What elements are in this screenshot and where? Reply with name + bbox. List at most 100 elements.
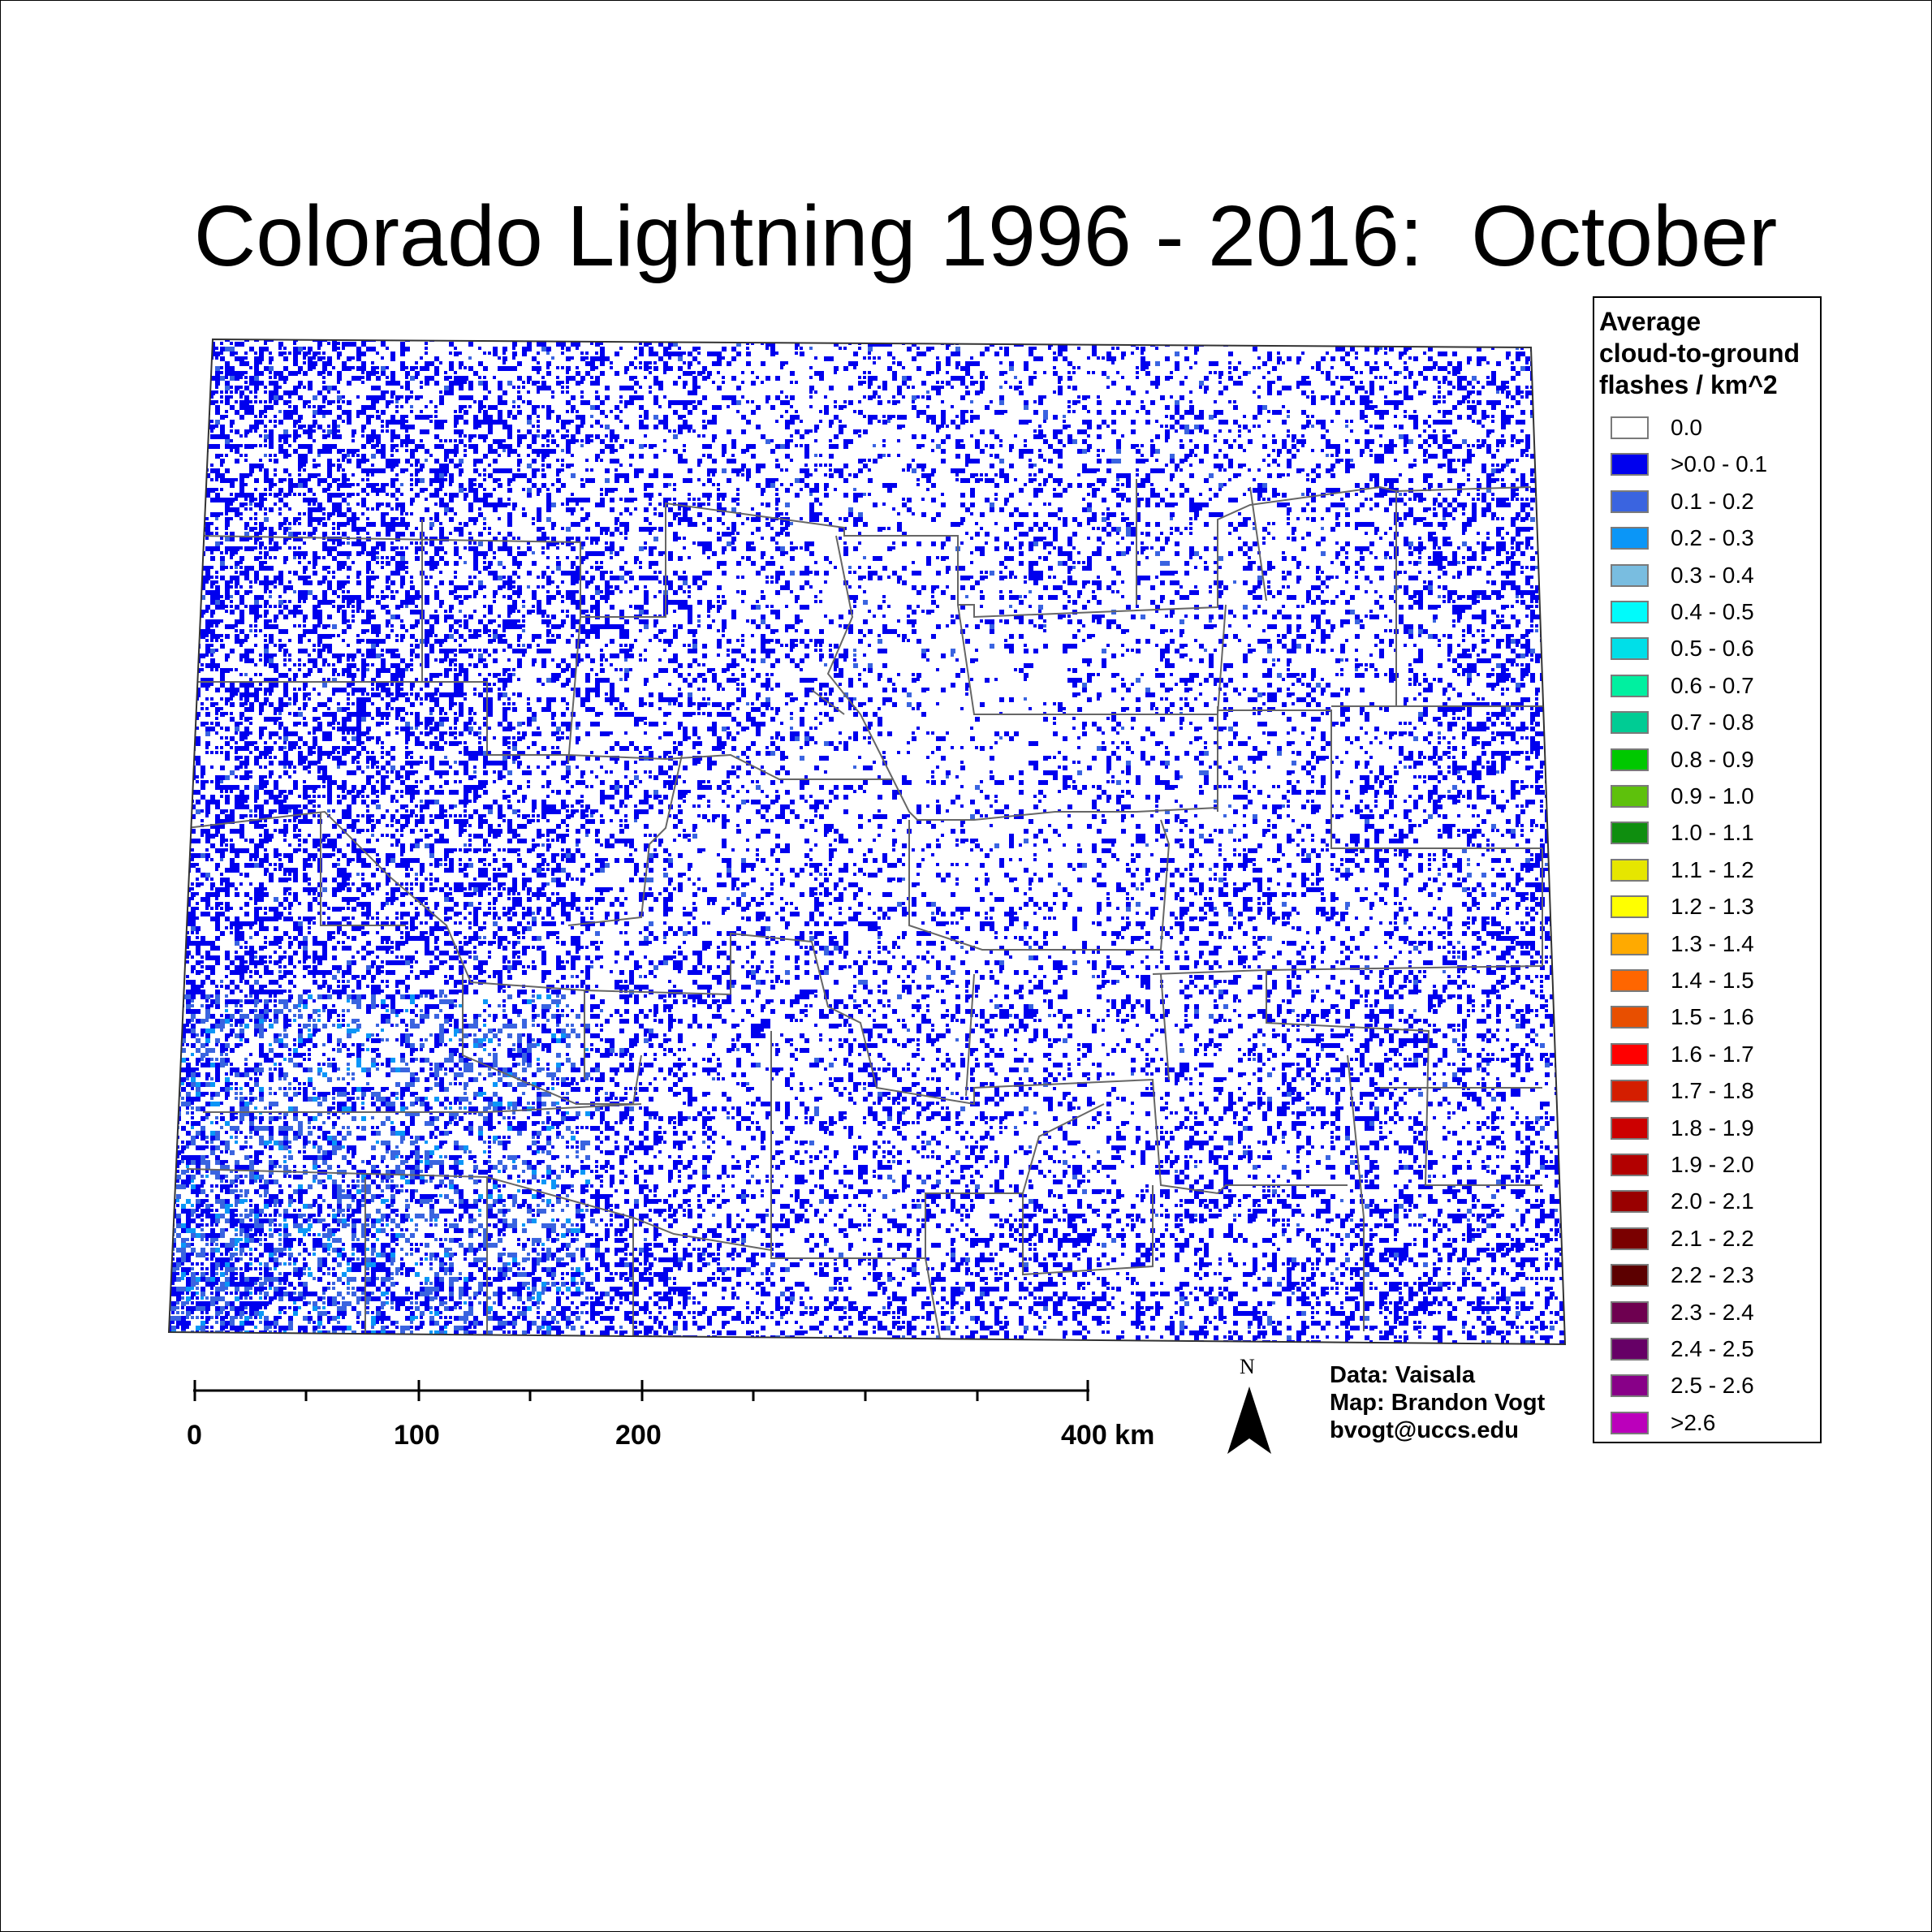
legend-label: 2.1 - 2.2 bbox=[1671, 1226, 1754, 1252]
legend-label: >2.6 bbox=[1671, 1410, 1715, 1436]
legend-item: 2.3 - 2.4 bbox=[1611, 1300, 1754, 1326]
legend-label: >0.0 - 0.1 bbox=[1671, 451, 1767, 477]
legend-item: 1.3 - 1.4 bbox=[1611, 931, 1754, 957]
legend-swatch bbox=[1611, 822, 1649, 844]
legend-item: 1.8 - 1.9 bbox=[1611, 1115, 1754, 1141]
legend-item: 2.1 - 2.2 bbox=[1611, 1226, 1754, 1252]
legend-swatch bbox=[1611, 637, 1649, 660]
legend-swatch bbox=[1611, 1006, 1649, 1029]
legend-swatch bbox=[1611, 895, 1649, 918]
scale-label-0: 0 bbox=[187, 1420, 202, 1451]
legend-label: 0.5 - 0.6 bbox=[1671, 636, 1754, 662]
legend-swatch bbox=[1611, 1374, 1649, 1397]
legend-label: 1.7 - 1.8 bbox=[1671, 1078, 1754, 1104]
legend-swatch bbox=[1611, 675, 1649, 697]
legend-swatch bbox=[1611, 859, 1649, 882]
credit-data-source: Data: Vaisala bbox=[1330, 1361, 1545, 1389]
legend-label: 0.3 - 0.4 bbox=[1671, 563, 1754, 589]
legend-label: 0.4 - 0.5 bbox=[1671, 599, 1754, 625]
legend-label: 2.0 - 2.1 bbox=[1671, 1188, 1754, 1214]
legend-item: 2.2 - 2.3 bbox=[1611, 1262, 1754, 1288]
legend-label: 0.9 - 1.0 bbox=[1671, 783, 1754, 809]
legend-swatch bbox=[1611, 785, 1649, 808]
scale-label-400-km: 400 km bbox=[1061, 1420, 1154, 1451]
legend-item: 2.4 - 2.5 bbox=[1611, 1336, 1754, 1362]
legend-label: 2.5 - 2.6 bbox=[1671, 1373, 1754, 1399]
legend-item: 1.7 - 1.8 bbox=[1611, 1078, 1754, 1104]
legend-label: 2.2 - 2.3 bbox=[1671, 1262, 1754, 1288]
legend-label: 0.6 - 0.7 bbox=[1671, 673, 1754, 699]
legend-item: 0.6 - 0.7 bbox=[1611, 673, 1754, 699]
scale-label-100: 100 bbox=[394, 1420, 440, 1451]
legend-label: 0.7 - 0.8 bbox=[1671, 709, 1754, 735]
legend-item: 0.1 - 0.2 bbox=[1611, 489, 1754, 515]
scale-label-200: 200 bbox=[615, 1420, 662, 1451]
legend-swatch bbox=[1611, 1190, 1649, 1213]
legend-label: 1.0 - 1.1 bbox=[1671, 820, 1754, 846]
legend-label: 1.3 - 1.4 bbox=[1671, 931, 1754, 957]
legend-label: 1.4 - 1.5 bbox=[1671, 968, 1754, 994]
legend-panel: Average cloud-to-ground flashes / km^2 0… bbox=[1593, 296, 1822, 1443]
legend-label: 1.6 - 1.7 bbox=[1671, 1041, 1754, 1067]
legend-item: 0.9 - 1.0 bbox=[1611, 783, 1754, 809]
legend-label: 1.2 - 1.3 bbox=[1671, 894, 1754, 920]
legend-label: 0.1 - 0.2 bbox=[1671, 489, 1754, 515]
legend-swatch bbox=[1611, 564, 1649, 587]
legend-label: 1.8 - 1.9 bbox=[1671, 1115, 1754, 1141]
legend-swatch bbox=[1611, 1227, 1649, 1250]
legend-label: 1.5 - 1.6 bbox=[1671, 1004, 1754, 1030]
legend-item: 0.8 - 0.9 bbox=[1611, 747, 1754, 773]
legend-item: 0.2 - 0.3 bbox=[1611, 525, 1754, 551]
legend-item: 1.6 - 1.7 bbox=[1611, 1041, 1754, 1067]
legend-swatch bbox=[1611, 453, 1649, 476]
legend-swatch bbox=[1611, 601, 1649, 623]
legend-swatch bbox=[1611, 748, 1649, 771]
legend-label: 2.3 - 2.4 bbox=[1671, 1300, 1754, 1326]
legend-item: 1.5 - 1.6 bbox=[1611, 1004, 1754, 1030]
legend-item: 2.5 - 2.6 bbox=[1611, 1373, 1754, 1399]
legend-title: Average cloud-to-ground flashes / km^2 bbox=[1599, 306, 1818, 401]
legend-swatch bbox=[1611, 1117, 1649, 1140]
legend-item: 1.4 - 1.5 bbox=[1611, 968, 1754, 994]
legend-swatch bbox=[1611, 711, 1649, 734]
legend-swatch bbox=[1611, 1264, 1649, 1287]
north-arrow-icon bbox=[1227, 1386, 1271, 1454]
legend-label: 0.0 bbox=[1671, 415, 1702, 441]
legend-title-line: cloud-to-ground bbox=[1599, 338, 1818, 369]
legend-label: 0.2 - 0.3 bbox=[1671, 525, 1754, 551]
legend-item: 0.0 bbox=[1611, 415, 1702, 441]
legend-item: 1.0 - 1.1 bbox=[1611, 820, 1754, 846]
legend-swatch bbox=[1611, 527, 1649, 550]
legend-item: >2.6 bbox=[1611, 1410, 1715, 1436]
legend-item: 0.3 - 0.4 bbox=[1611, 563, 1754, 589]
legend-swatch bbox=[1611, 933, 1649, 955]
legend-swatch bbox=[1611, 1412, 1649, 1434]
legend-label: 1.1 - 1.2 bbox=[1671, 857, 1754, 883]
credit-email: bvogt@uccs.edu bbox=[1330, 1417, 1545, 1444]
legend-item: >0.0 - 0.1 bbox=[1611, 451, 1767, 477]
legend-swatch bbox=[1611, 1301, 1649, 1324]
legend-swatch bbox=[1611, 1154, 1649, 1176]
legend-swatch bbox=[1611, 1338, 1649, 1361]
legend-label: 0.8 - 0.9 bbox=[1671, 747, 1754, 773]
legend-title-line: Average bbox=[1599, 306, 1818, 338]
legend-item: 1.1 - 1.2 bbox=[1611, 857, 1754, 883]
credit-map-author: Map: Brandon Vogt bbox=[1330, 1389, 1545, 1417]
legend-item: 0.7 - 0.8 bbox=[1611, 709, 1754, 735]
legend-swatch bbox=[1611, 416, 1649, 439]
legend-item: 0.5 - 0.6 bbox=[1611, 636, 1754, 662]
legend-item: 1.2 - 1.3 bbox=[1611, 894, 1754, 920]
legend-swatch bbox=[1611, 1080, 1649, 1102]
legend-item: 2.0 - 2.1 bbox=[1611, 1188, 1754, 1214]
legend-item: 0.4 - 0.5 bbox=[1611, 599, 1754, 625]
legend-swatch bbox=[1611, 969, 1649, 992]
legend-title-line: flashes / km^2 bbox=[1599, 369, 1818, 401]
legend-swatch bbox=[1611, 1043, 1649, 1066]
legend-swatch bbox=[1611, 490, 1649, 513]
map-credits: Data: Vaisala Map: Brandon Vogt bvogt@uc… bbox=[1330, 1361, 1545, 1444]
legend-label: 1.9 - 2.0 bbox=[1671, 1152, 1754, 1178]
north-arrow-label: N bbox=[1240, 1355, 1255, 1379]
legend-label: 2.4 - 2.5 bbox=[1671, 1336, 1754, 1362]
legend-item: 1.9 - 2.0 bbox=[1611, 1152, 1754, 1178]
scale-bar bbox=[193, 1380, 1089, 1401]
